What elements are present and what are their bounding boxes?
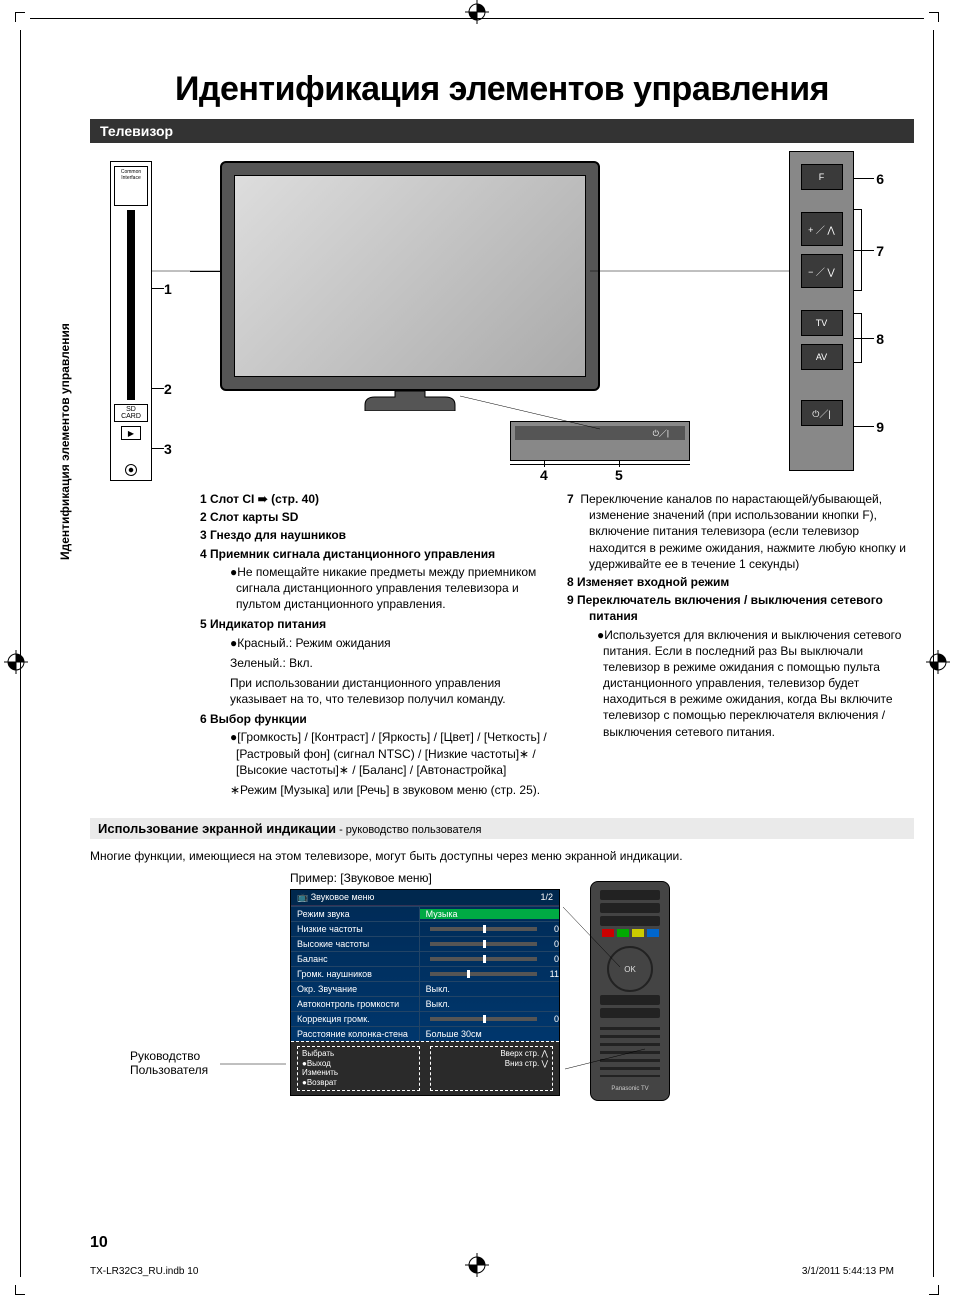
headphone-jack-icon (125, 464, 137, 476)
down-button: − ／ ⋁ (801, 254, 843, 288)
osd-menu-row: Расстояние колонка-стенаБольше 30см (291, 1026, 559, 1041)
item-4-note: ●Не помещайте никакие предметы между при… (200, 564, 547, 613)
item-6-note1: ●[Громкость] / [Контраст] / [Яркость] / … (200, 729, 547, 778)
sd-card-label: SD CARD (114, 404, 148, 422)
section-heading: Телевизор (90, 119, 914, 143)
item-6-note2: ∗Режим [Музыка] или [Речь] в звуковом ме… (200, 782, 547, 798)
callout-1: 1 (164, 281, 172, 297)
common-interface-label: Common Interface (114, 166, 148, 206)
osd-menu-row: Режим звукаМузыка (291, 906, 559, 921)
item-7: 7 Переключение каналов по нарастающей/уб… (567, 491, 914, 572)
tv-button: TV (801, 310, 843, 336)
osd-menu: 📺 Звуковое меню 1/2 Режим звукаМузыкаНиз… (290, 889, 560, 1095)
controls-diagram: Common Interface SD CARD ▶ 1 2 3 ⏻／| 4 5 (90, 151, 914, 491)
item-5-note2: Зеленый.: Вкл. (200, 655, 547, 671)
reg-mark-icon (4, 650, 28, 674)
footer-file: TX-LR32C3_RU.indb 10 (90, 1266, 198, 1277)
item-9: 9 Переключатель включения / выключения с… (567, 592, 914, 624)
osd-menu-row: Окр. ЗвучаниеВыкл. (291, 981, 559, 996)
callout-2: 2 (164, 381, 172, 397)
item-5-note3: При использовании дистанционного управле… (200, 675, 547, 707)
item-8: 8 Изменяет входной режим (567, 574, 914, 590)
item-4: 4 Приемник сигнала дистанционного управл… (200, 546, 547, 562)
sd-icon: ▶ (121, 426, 141, 440)
ci-slot-panel: Common Interface SD CARD ▶ (110, 161, 152, 481)
callout-5: 5 (615, 467, 623, 483)
osd-menu-row: Автоконтроль громкостиВыкл. (291, 996, 559, 1011)
user-guide-label: Руководство Пользователя (130, 1049, 208, 1077)
ok-ring-icon: OK (607, 946, 653, 992)
tv-side-panel: F + ／ ⋀ − ／ ⋁ TV AV ⏻／| (789, 151, 854, 471)
page-title: Идентификация элементов управления (90, 70, 914, 109)
osd-hint-left: Выбрать ●Выход Изменить ●Возврат (297, 1046, 420, 1090)
osd-intro: Многие функции, имеющиеся на этом телеви… (90, 849, 914, 863)
remote-illustration: OK Panasonic TV (590, 881, 670, 1101)
power-icon: ⏻／| (653, 428, 669, 439)
callout-7: 7 (876, 243, 884, 259)
item-9-note: ●Используется для включения и выключения… (567, 627, 914, 740)
item-3: 3 Гнездо для наушников (200, 527, 547, 543)
osd-menu-row: Коррекция громк.0 (291, 1011, 559, 1026)
footer-timestamp: 3/1/2011 5:44:13 PM (802, 1266, 894, 1277)
osd-menu-row: Высокие частоты0 (291, 936, 559, 951)
tv-bottom-panel: ⏻／| (510, 421, 690, 461)
callout-8: 8 (876, 331, 884, 347)
osd-menu-row: Громк. наушников11 (291, 966, 559, 981)
item-6: 6 Выбор функции (200, 711, 547, 727)
osd-menu-row: Низкие частоты0 (291, 921, 559, 936)
power-button: ⏻／| (801, 400, 843, 426)
osd-example-figure: 📺 Звуковое меню 1/2 Режим звукаМузыкаНиз… (90, 889, 914, 1119)
footer: TX-LR32C3_RU.indb 10 3/1/2011 5:44:13 PM (90, 1266, 894, 1277)
function-button: F (801, 164, 843, 190)
item-1: 1 Слот CI ➠ (стр. 40) (200, 491, 547, 507)
reg-mark-icon (465, 0, 489, 24)
tv-illustration (220, 161, 600, 391)
page-number: 10 (90, 1234, 108, 1252)
up-button: + ／ ⋀ (801, 212, 843, 246)
side-running-head: Идентификация элементов управления (58, 323, 72, 560)
callout-3: 3 (164, 441, 172, 457)
callout-4: 4 (540, 467, 548, 483)
osd-menu-row: Баланс0 (291, 951, 559, 966)
callout-9: 9 (876, 419, 884, 435)
osd-heading: Использование экранной индикации - руков… (90, 818, 914, 839)
item-2: 2 Слот карты SD (200, 509, 547, 525)
av-button: AV (801, 344, 843, 370)
callout-6: 6 (876, 171, 884, 187)
osd-hint-right: Вверх стр. ⋀ Вниз стр. ⋁ (430, 1046, 553, 1090)
reg-mark-icon (926, 650, 950, 674)
description-columns: 1 Слот CI ➠ (стр. 40) 2 Слот карты SD 3 … (90, 491, 914, 802)
item-5-note1: ●Красный.: Режим ожидания (200, 635, 547, 651)
item-5: 5 Индикатор питания (200, 616, 547, 632)
